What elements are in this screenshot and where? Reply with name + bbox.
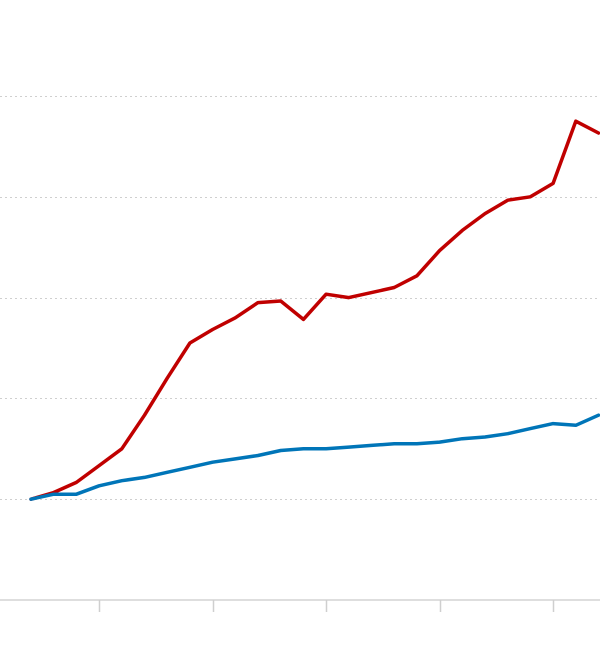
series-line-1	[29, 119, 600, 501]
series-line-2	[29, 413, 600, 501]
